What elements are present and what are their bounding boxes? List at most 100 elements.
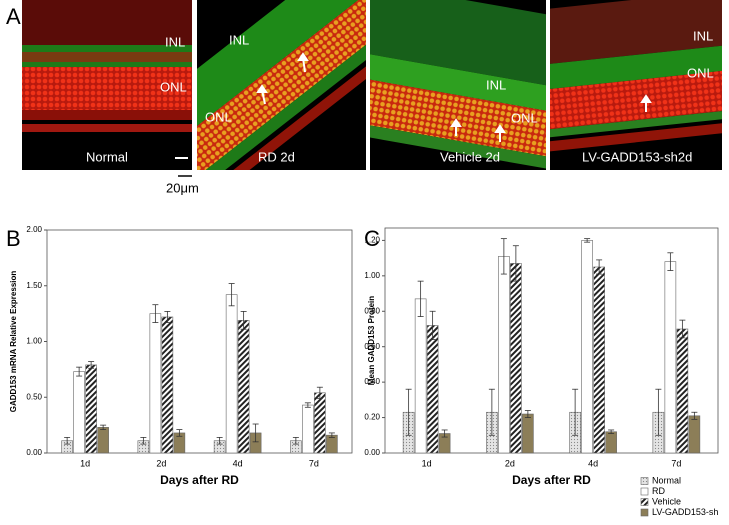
panel-label: A [6, 4, 21, 29]
x-tick-label: 1d [422, 458, 432, 468]
layer-label: ONL [687, 65, 714, 80]
error-bar [76, 366, 83, 377]
bar [581, 240, 593, 454]
y-tick-label: 2.00 [26, 225, 42, 234]
error-bar [228, 283, 235, 307]
bar [237, 320, 250, 454]
layer-label: INL [165, 34, 185, 49]
bar [664, 261, 677, 454]
error-bar [176, 429, 183, 437]
x-tick-label: 7d [309, 458, 319, 468]
bar [326, 434, 338, 454]
x-tick-label: 7d [671, 458, 681, 468]
x-tick-label: 4d [233, 458, 243, 468]
bar [302, 404, 314, 454]
error-bar [667, 252, 674, 271]
layer-label: ONL [160, 79, 187, 94]
micrograph [370, 0, 546, 170]
error-bar [572, 388, 579, 436]
error-bar [164, 310, 171, 323]
error-bar [64, 436, 71, 445]
bar [426, 325, 439, 454]
error-bar [679, 319, 686, 339]
arrows [256, 52, 652, 142]
error-bar [304, 402, 311, 408]
error-bar [405, 388, 412, 436]
bar [605, 431, 617, 454]
x-axis-title: Days after RD [512, 473, 591, 487]
legend-label: Vehicle [652, 496, 681, 506]
error-bar [88, 361, 95, 369]
x-tick-label: 4d [588, 458, 598, 468]
bar [225, 294, 238, 454]
layer-label: INL [229, 32, 249, 47]
x-tick-label: 1d [80, 458, 90, 468]
layer-label: ONL [511, 110, 538, 125]
y-tick-label: 0.00 [26, 448, 42, 457]
y-tick-label: 0.80 [364, 306, 380, 315]
bar [149, 313, 162, 454]
x-axis-title: Days after RD [160, 473, 239, 487]
micrograph [197, 0, 366, 170]
legend-label: LV-GADD153-sh [652, 507, 718, 517]
scale-label: 20μm [166, 180, 199, 195]
y-tick-label: 0.40 [364, 377, 380, 386]
error-bar [240, 310, 247, 330]
error-bar [608, 429, 615, 434]
x-tick-label: 2d [156, 458, 166, 468]
image-caption: Vehicle 2d [440, 149, 500, 164]
error-bar [252, 423, 259, 443]
error-bar [512, 245, 519, 282]
bar [510, 263, 522, 454]
error-bar [417, 280, 424, 317]
error-bar [524, 410, 531, 418]
y-axis-title: Mean GADD153 Protein [367, 296, 376, 385]
y-tick-label: 0.50 [26, 392, 42, 401]
image-caption: Normal [86, 149, 128, 164]
error-bar [584, 238, 591, 243]
legend-label: RD [652, 486, 665, 496]
error-bar [441, 429, 448, 438]
layer-label: INL [693, 28, 713, 43]
y-tick-label: 1.50 [26, 281, 42, 290]
error-bar [152, 304, 159, 323]
image-caption: RD 2d [258, 149, 295, 164]
legend-swatch [640, 498, 649, 506]
y-tick-label: 0.00 [364, 448, 380, 457]
micrograph [550, 0, 722, 170]
y-tick-label: 0.20 [364, 413, 380, 422]
y-tick-label: 1.20 [364, 236, 380, 245]
error-bar [328, 432, 335, 438]
bar [688, 415, 701, 454]
y-axis-title: GADD153 mRNA Relative Expression [9, 271, 18, 413]
y-tick-label: 1.00 [364, 271, 380, 280]
bar [85, 364, 97, 454]
x-tick-label: 2d [505, 458, 515, 468]
bar [676, 328, 689, 454]
bar [593, 266, 605, 454]
bar [97, 427, 109, 454]
bar [414, 298, 427, 454]
y-tick-label: 1.00 [26, 337, 42, 346]
error-bar [100, 424, 107, 430]
y-tick-label: 0.60 [364, 342, 380, 351]
error-bar [500, 238, 507, 275]
layer-label: INL [486, 77, 506, 92]
legend-swatch [640, 487, 649, 496]
bar [522, 413, 534, 454]
panel-label: B [6, 226, 21, 251]
legend-label: Normal [652, 475, 681, 485]
bar [314, 392, 326, 454]
error-bar [655, 388, 662, 436]
error-bar [216, 436, 223, 445]
image-caption: LV-GADD153-sh2d [582, 149, 692, 164]
bar [73, 371, 85, 454]
bar [161, 316, 174, 454]
error-bar [292, 436, 299, 445]
micrograph [22, 0, 192, 170]
error-bar [140, 436, 147, 445]
error-bar [488, 388, 495, 436]
legend-swatch [640, 477, 649, 485]
plot-frame [384, 227, 719, 454]
